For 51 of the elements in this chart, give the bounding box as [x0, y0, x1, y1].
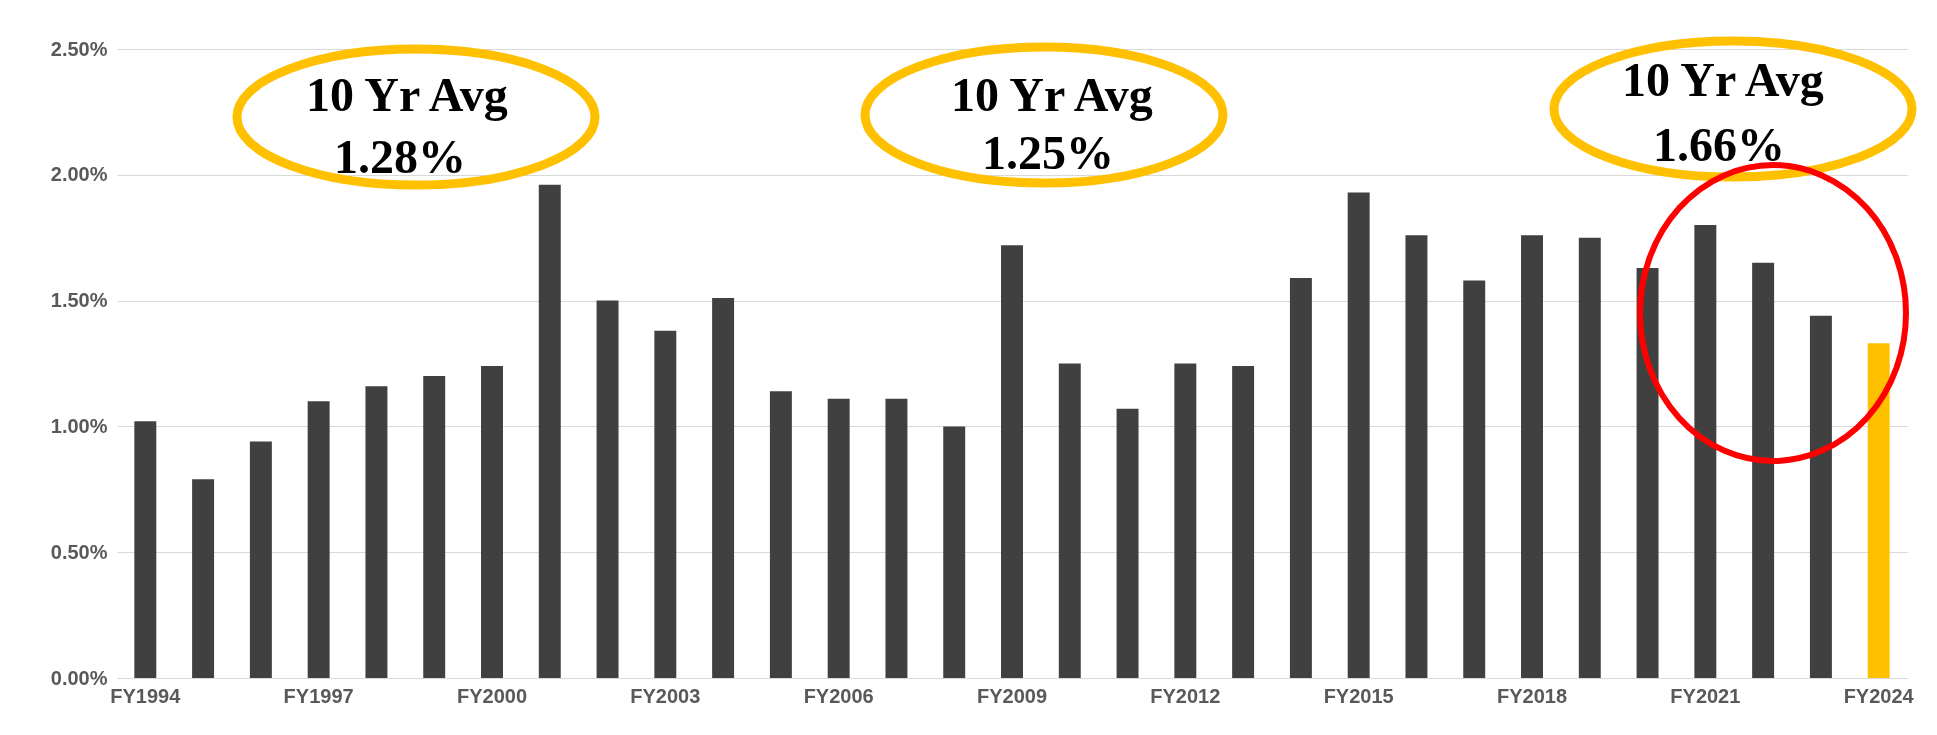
- bar: [1463, 280, 1486, 678]
- annotation: 10 Yr Avg 1.25%: [951, 68, 1153, 179]
- bar: [712, 298, 735, 678]
- bar: [1001, 245, 1023, 678]
- x-tick-label: FY2021: [1670, 684, 1741, 707]
- bar: [885, 398, 908, 678]
- y-tick-label: 0.00%: [50, 666, 108, 689]
- y-tick-label: 1.50%: [50, 289, 108, 312]
- x-tick-label: FY2000: [456, 684, 528, 707]
- annotation: 10 Yr Avg 1.28%: [306, 68, 508, 183]
- bar: [1809, 315, 1832, 678]
- bar: [769, 391, 792, 678]
- bar: [1636, 267, 1659, 678]
- y-tick-label: 2.00%: [50, 163, 108, 186]
- x-tick-label: FY2015: [1323, 684, 1394, 707]
- x-tick-label: FY1994: [110, 684, 182, 707]
- bar: [423, 376, 446, 678]
- bar: [1867, 343, 1890, 678]
- x-tick-label: FY2006: [803, 684, 874, 707]
- x-tick-label: FY2003: [630, 684, 701, 707]
- bar: [1752, 262, 1775, 678]
- bar: [365, 386, 388, 678]
- bar: [1116, 408, 1139, 678]
- bar: [827, 398, 850, 678]
- bar: [249, 441, 272, 678]
- bar: [1578, 237, 1601, 678]
- bar: [943, 426, 966, 678]
- bar: [307, 401, 330, 678]
- y-tick-label: 0.50%: [50, 540, 108, 563]
- x-tick-label: FY1997: [283, 684, 354, 707]
- bar: [1521, 235, 1543, 678]
- x-tick-label: FY2012: [1150, 684, 1221, 707]
- bar: [1174, 363, 1197, 678]
- bar: [481, 366, 503, 678]
- bar: [1232, 366, 1255, 678]
- bar: [1058, 363, 1081, 678]
- y-tick-label: 1.00%: [50, 414, 108, 437]
- x-tick-label: FY2009: [976, 684, 1048, 707]
- x-tick-label: FY2018: [1496, 684, 1568, 707]
- bar: [1405, 235, 1428, 678]
- annotation: 10 Yr Avg 1.66%: [1622, 53, 1824, 171]
- x-tick-label: FY2024: [1843, 684, 1915, 707]
- bar: [1289, 277, 1312, 678]
- bar: [538, 184, 561, 678]
- bar: [134, 421, 157, 678]
- bar: [192, 479, 215, 678]
- bar: [1694, 225, 1717, 678]
- bar: [654, 330, 677, 678]
- bar: [596, 300, 619, 678]
- bar: [1347, 192, 1370, 678]
- y-tick-label: 2.50%: [50, 37, 108, 60]
